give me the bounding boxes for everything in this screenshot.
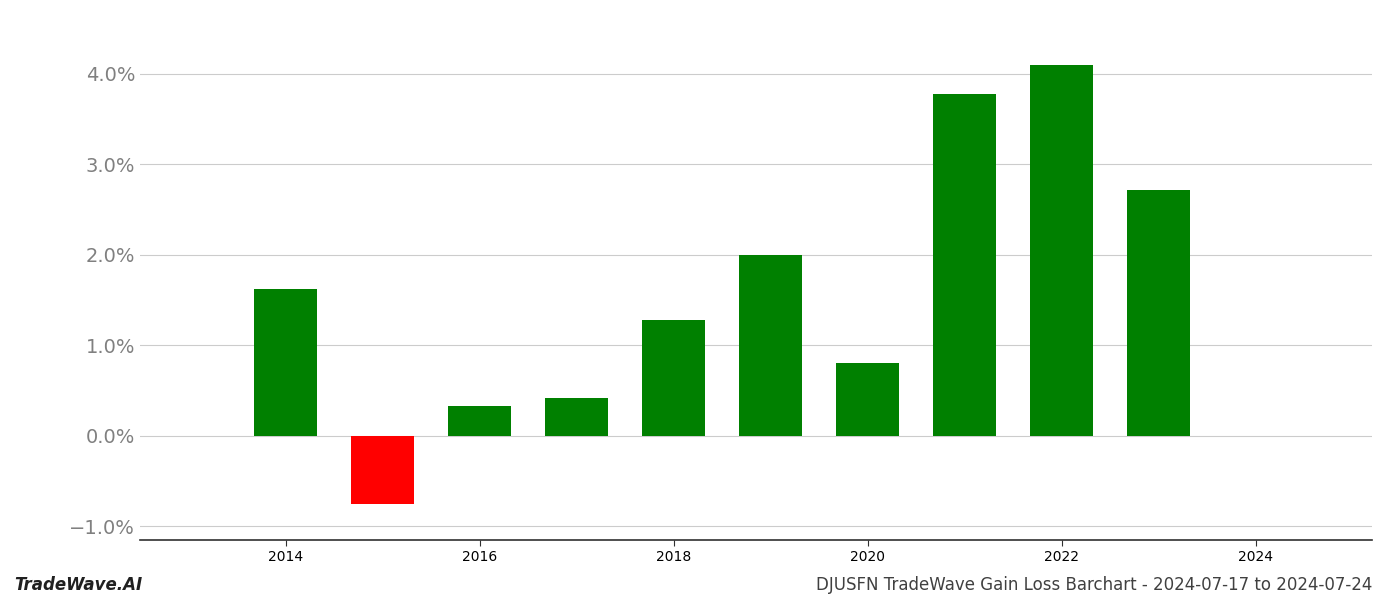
- Bar: [1030, 65, 1093, 436]
- Bar: [739, 255, 802, 436]
- Bar: [932, 94, 995, 436]
- Bar: [448, 406, 511, 436]
- Bar: [351, 436, 414, 504]
- Bar: [836, 364, 899, 436]
- Bar: [643, 320, 706, 436]
- Bar: [253, 289, 316, 436]
- Text: TradeWave.AI: TradeWave.AI: [14, 576, 143, 594]
- Bar: [1127, 190, 1190, 436]
- Text: DJUSFN TradeWave Gain Loss Barchart - 2024-07-17 to 2024-07-24: DJUSFN TradeWave Gain Loss Barchart - 20…: [816, 576, 1372, 594]
- Bar: [545, 398, 608, 436]
